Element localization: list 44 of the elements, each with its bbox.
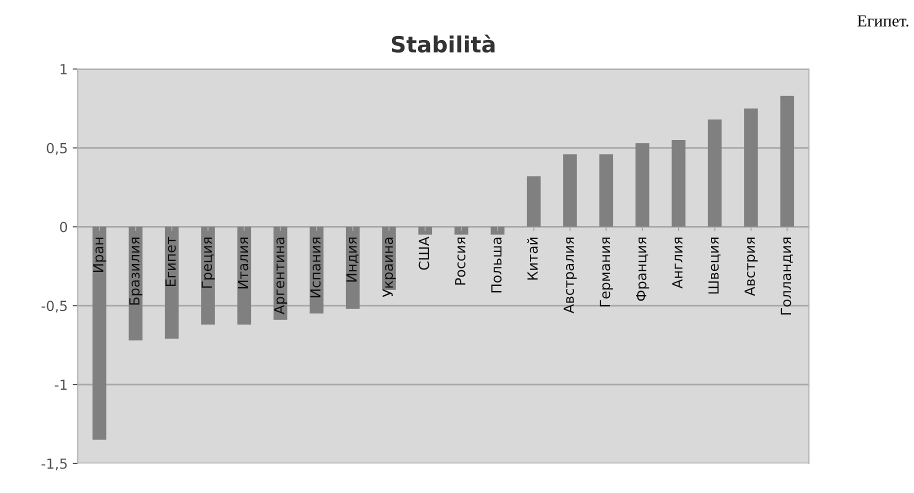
bar [672,140,686,227]
bar [310,226,324,314]
bar [490,226,504,235]
x-tick-label: Бразилия [129,238,142,305]
x-tick-label: Англия [672,238,682,289]
bar [708,120,722,227]
y-tick-label: -0,5 [42,300,67,313]
x-tick-label: Германия [600,238,613,306]
y-tick-label: 1 [60,64,67,74]
text: Египет. [857,15,908,27]
x-tick-label: Австралия [564,238,577,314]
x-tick-label: Китай [527,238,538,280]
x-tick-label: Иран [93,238,106,272]
bar [599,154,614,227]
x-tick-label: Франция [636,238,650,301]
bar [418,226,432,235]
y-tick-label: -1 [54,380,67,390]
x-tick-label: Индия [346,238,359,282]
y-tick-label: 0 [60,222,68,232]
x-tick-label: Египет [166,236,176,286]
bar [164,226,179,339]
bar [454,226,468,235]
bar [92,226,106,440]
x-tick-label: Испания [310,238,321,298]
x-tick-label: Италия [238,238,248,288]
y-tick-label: -1,5 [42,458,67,470]
y-tick-label: 0,5 [46,142,67,155]
bar [636,143,650,227]
x-tick-label: Польша [491,238,502,292]
x-tick-label: США [418,236,430,270]
chart-title: Stabilità [392,34,495,53]
bar [744,108,758,227]
x-tick-label: Россия [455,238,466,285]
x-tick-label: Голландия [780,238,793,314]
x-tick-label: Греция [202,238,215,288]
x-tick-label: Швеция [708,238,721,294]
bar [201,226,215,325]
bar [563,154,577,227]
x-tick-label: Австрия [744,238,758,296]
bar [526,176,541,227]
x-tick-label: Аргентина [274,238,288,314]
bar [780,96,794,227]
x-tick-label: Украина [382,238,396,298]
bar [128,226,142,340]
